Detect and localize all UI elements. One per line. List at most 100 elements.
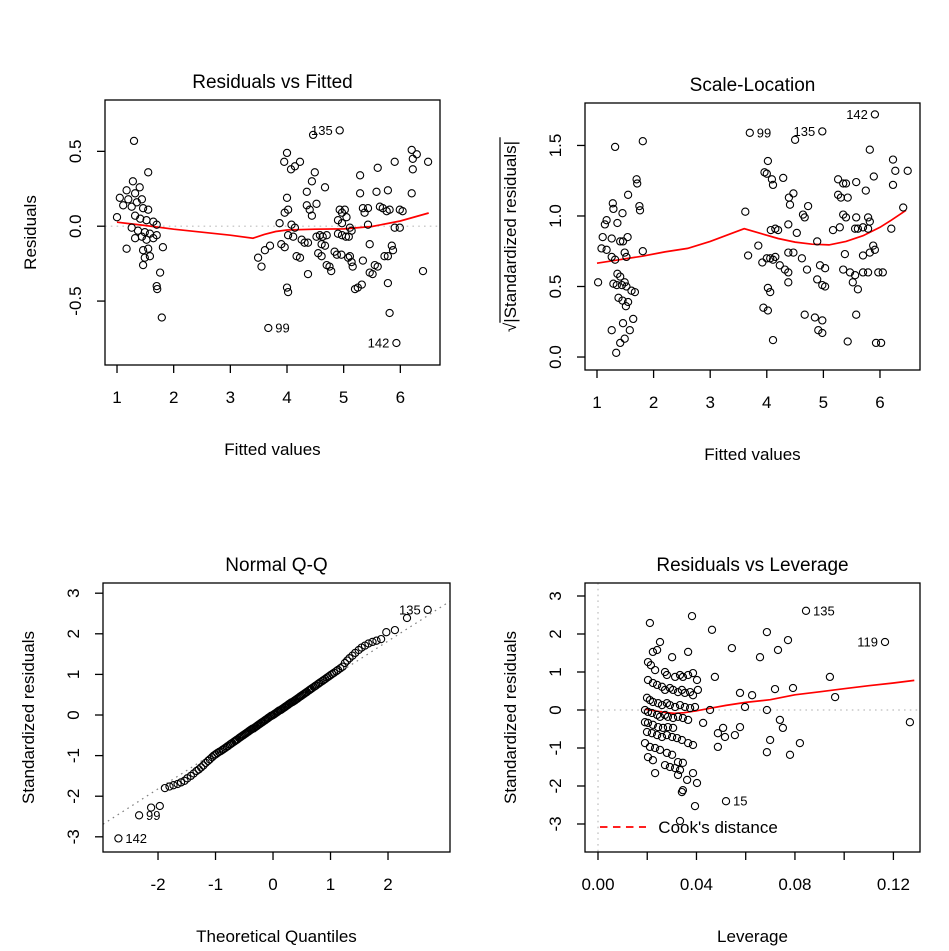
plot-title: Normal Q-Q [225,555,327,576]
data-point [302,187,311,196]
data-point [762,748,772,757]
data-point [140,253,149,262]
x-axis-label: Leverage [717,927,788,946]
data-point [665,700,675,710]
data-point [657,732,667,742]
data-point [852,310,861,319]
data-point [130,189,140,198]
data-point [850,224,860,233]
data-point [616,272,625,281]
data-point [730,730,740,740]
y-tick-label: 0 [546,705,565,714]
data-point [675,816,685,826]
data-point [840,249,850,259]
x-axis-label: Fitted values [704,445,800,464]
data-point [783,635,793,645]
x-tick-label: 6 [875,393,884,412]
data-point [390,157,399,166]
x-tick-label: 4 [282,388,291,407]
data-point [762,705,772,715]
data-point [668,723,678,733]
data-point [383,252,393,261]
data-point [692,675,702,685]
x-tick-label: 1 [592,393,601,412]
data-point [618,209,627,218]
data-point [597,244,606,253]
data-point [373,262,382,271]
data-point [813,275,822,284]
data-point [383,278,393,288]
y-tick-label: 1 [64,670,83,679]
data-point [119,201,128,210]
data-point [688,768,698,778]
data-point [705,705,715,715]
data-point [337,250,346,259]
data-point [610,142,620,152]
x-tick-label: 5 [339,388,348,407]
data-point [707,625,717,634]
data-point [607,234,616,243]
data-point [652,680,662,690]
data-point [372,636,381,645]
data-point [408,165,417,174]
data-point [157,313,166,322]
data-point [848,278,857,287]
y-axis-label: Standardized residuals [501,631,520,804]
data-point [743,251,753,260]
data-point [768,255,778,264]
data-point [283,231,293,240]
y-tick-label: 3 [64,588,83,597]
data-point [683,738,693,748]
data-point [373,163,382,172]
data-point [710,672,720,682]
data-point [320,183,330,192]
data-point [354,645,363,655]
data-point [762,627,772,637]
data-point [620,248,629,257]
data-point [766,225,775,235]
smoother-line [116,212,429,240]
data-point [678,758,688,767]
data-point [865,145,874,154]
data-point [852,213,861,222]
data-point [402,613,412,623]
point-label: 15 [733,794,747,809]
data-point [818,328,827,338]
data-point [145,252,155,261]
y-tick-label: -0.5 [66,286,85,315]
data-point [887,224,896,233]
data-point [613,218,622,228]
data-point [144,205,153,214]
data-point [622,282,631,291]
point-label: 142 [368,336,390,351]
data-point [387,241,396,250]
data-point [613,269,622,278]
data-point [754,241,763,250]
x-tick-label: 2 [383,875,392,894]
data-point [763,283,773,293]
data-point [771,252,780,262]
data-point [713,742,723,752]
data-point [652,730,662,740]
data-point [320,241,330,250]
data-point [803,201,813,211]
data-point [423,157,433,166]
data-point [165,782,174,791]
data-point [905,718,915,727]
data-point [383,186,393,195]
plot-box [102,582,451,853]
data-point [152,220,161,229]
data-point [348,651,357,660]
data-point [668,713,678,723]
data-point [690,702,700,712]
data-point [283,287,293,297]
data-point [363,220,373,229]
data-point [328,669,337,679]
data-point [670,763,680,773]
data-point [136,214,145,223]
data-point [295,157,305,166]
data-point [662,730,672,740]
data-point [138,246,148,255]
smoother-line [596,209,907,265]
data-point [657,700,667,710]
